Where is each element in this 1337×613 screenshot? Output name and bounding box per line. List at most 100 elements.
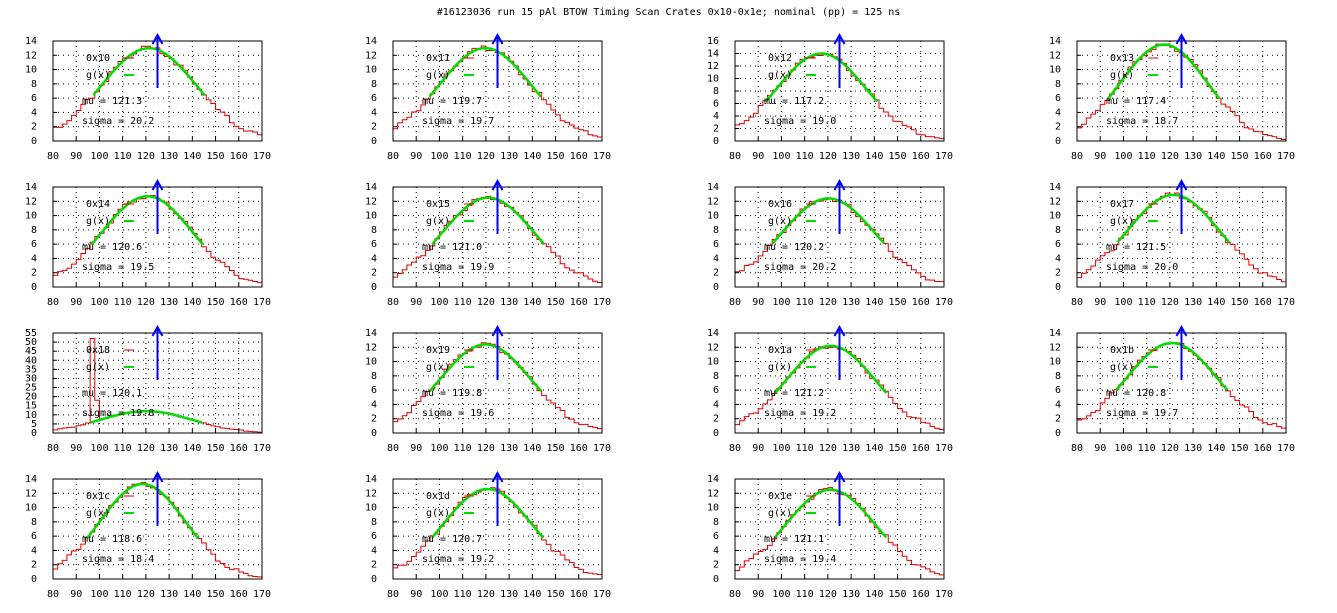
fit-legend-label: g(x) [86,70,110,81]
fit-legend-label: g(x) [1110,216,1134,227]
y-tick-label: 6 [31,531,37,542]
x-tick-label: 110 [114,297,132,308]
x-tick-label: 130 [500,151,518,162]
fit-legend-label: g(x) [768,362,792,373]
x-tick-label: 150 [547,589,565,600]
x-tick-label: 140 [523,589,541,600]
arrow-head [491,178,504,191]
y-tick-label: 0 [31,428,37,439]
arrow-head [833,324,846,337]
y-tick-label: 6 [371,531,377,542]
x-tick-label: 80 [47,589,59,600]
series-name-label: 0x1e [768,491,792,502]
y-tick-label: 10 [365,65,377,76]
fit-legend-label: g(x) [86,362,110,373]
mu-label: mu = 121.0 [422,242,482,253]
x-tick-label: 130 [500,297,518,308]
x-tick-label: 150 [547,151,565,162]
x-tick-label: 130 [160,589,178,600]
x-tick-label: 110 [1138,443,1156,454]
y-tick-label: 6 [1055,239,1061,250]
y-tick-label: 12 [365,196,377,207]
mu-label: mu = 117.2 [764,96,824,107]
x-tick-label: 150 [207,151,225,162]
x-tick-label: 80 [729,589,741,600]
y-tick-label: 0 [31,574,37,585]
arrow-head [833,178,846,191]
x-tick-label: 80 [47,297,59,308]
mu-label: mu = 119.7 [422,96,482,107]
y-tick-label: 4 [1055,253,1061,264]
x-tick-label: 80 [387,151,399,162]
y-tick-label: 4 [371,253,377,264]
arrow-head [1175,178,1188,191]
sigma-label: sigma = 19.0 [764,116,836,127]
x-tick-label: 130 [1184,151,1202,162]
x-tick-label: 160 [230,589,248,600]
y-tick-label: 0 [1055,136,1061,147]
y-tick-label: 10 [1049,211,1061,222]
series-name-label: 0x10 [86,53,110,64]
x-tick-label: 160 [912,297,930,308]
fit-legend-label: g(x) [768,508,792,519]
fit-curve [430,487,545,539]
y-tick-label: 14 [365,328,377,339]
x-tick-label: 170 [935,151,953,162]
y-tick-label: 45 [25,346,37,357]
y-tick-label: 8 [31,225,37,236]
y-tick-label: 14 [25,182,37,193]
y-tick-label: 10 [25,65,37,76]
sigma-label: sigma = 19.5 [82,262,154,273]
x-tick-label: 90 [752,297,764,308]
x-tick-label: 120 [137,297,155,308]
y-tick-label: 4 [371,107,377,118]
x-tick-label: 130 [160,443,178,454]
x-tick-label: 120 [137,443,155,454]
x-tick-label: 150 [889,151,907,162]
y-tick-label: 14 [1049,36,1061,47]
y-tick-label: 6 [31,239,37,250]
x-tick-label: 140 [1207,443,1225,454]
x-tick-label: 160 [570,151,588,162]
y-tick-label: 6 [1055,93,1061,104]
x-tick-label: 90 [752,151,764,162]
sigma-label: sigma = 19.2 [422,554,494,565]
x-tick-label: 90 [70,589,82,600]
fit-legend-label: g(x) [426,70,450,81]
x-tick-label: 120 [1161,297,1179,308]
x-tick-label: 100 [90,589,108,600]
x-tick-label: 90 [1094,443,1106,454]
y-tick-label: 8 [31,517,37,528]
series-name-label: 0x1c [86,491,110,502]
series-name-label: 0x19 [426,345,450,356]
x-tick-label: 110 [114,443,132,454]
y-tick-label: 8 [713,86,719,97]
x-tick-label: 130 [842,589,860,600]
fit-curve [1115,341,1229,391]
x-tick-label: 110 [454,297,472,308]
y-tick-label: 8 [371,225,377,236]
y-tick-label: 12 [1049,50,1061,61]
x-tick-label: 130 [1184,297,1202,308]
x-tick-label: 130 [500,589,518,600]
series-name-label: 0x1a [768,345,792,356]
x-tick-label: 150 [1231,297,1249,308]
x-tick-label: 110 [114,151,132,162]
x-tick-label: 110 [1138,151,1156,162]
x-tick-label: 80 [387,589,399,600]
x-tick-label: 120 [477,443,495,454]
sigma-label: sigma = 19.4 [764,554,836,565]
x-tick-label: 150 [207,297,225,308]
fit-curve [431,196,545,245]
x-tick-label: 100 [772,443,790,454]
y-tick-label: 12 [707,61,719,72]
y-tick-label: 2 [371,414,377,425]
x-tick-label: 170 [1277,297,1295,308]
fit-legend-label: g(x) [1110,70,1134,81]
x-tick-label: 160 [230,297,248,308]
